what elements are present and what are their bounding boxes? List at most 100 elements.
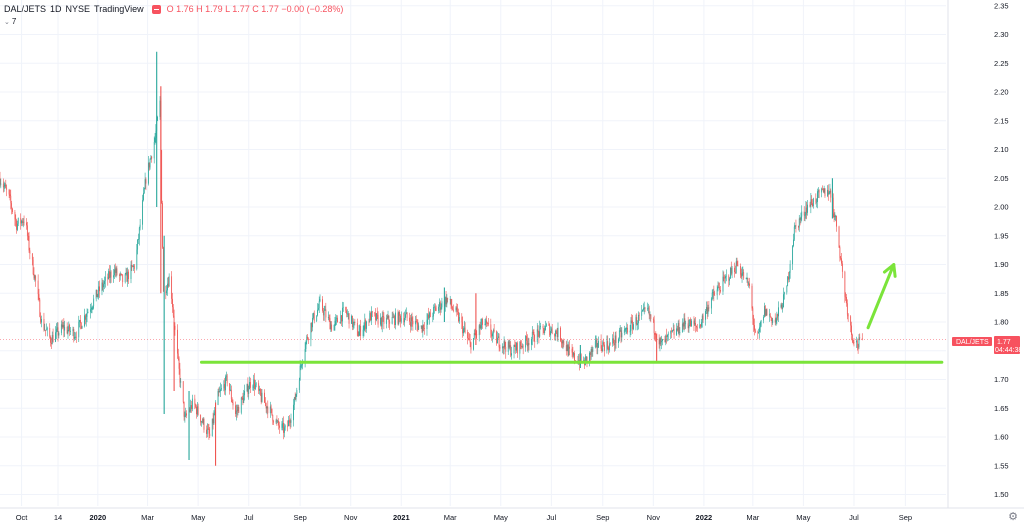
candle-body xyxy=(764,306,765,317)
candle-body xyxy=(319,301,320,308)
candle-body xyxy=(61,324,62,332)
candle-body xyxy=(853,340,854,342)
candle-body xyxy=(707,307,708,314)
candle-body xyxy=(770,314,771,317)
candle-body xyxy=(417,322,418,325)
candle-body xyxy=(203,419,204,423)
candle-body xyxy=(747,278,748,279)
time-tick-label: May xyxy=(796,513,810,522)
candle-body xyxy=(683,324,684,327)
candle-body xyxy=(724,278,725,279)
price-tick-label: 2.25 xyxy=(994,59,1009,68)
candle-body xyxy=(347,314,348,315)
candle-body xyxy=(758,332,759,333)
candle-body xyxy=(180,369,181,383)
price-axis[interactable]: 2.352.302.252.202.152.102.052.001.951.90… xyxy=(994,1,1009,499)
candle-body xyxy=(38,281,39,295)
candle-body xyxy=(737,261,738,265)
candle-body xyxy=(742,273,743,276)
candle-body xyxy=(374,313,375,314)
candle-body xyxy=(320,299,321,301)
candle-body xyxy=(401,318,402,321)
candle-body xyxy=(769,314,770,315)
candle-body xyxy=(76,337,77,338)
candle-body xyxy=(761,320,762,325)
candle-body xyxy=(369,322,370,323)
trend-arrow-shaft xyxy=(868,265,894,328)
chevron-down-icon[interactable]: ⌄ xyxy=(4,18,10,26)
candle-body xyxy=(372,311,373,312)
candle-body xyxy=(568,347,569,356)
symbol-label[interactable]: DAL/JETS xyxy=(4,4,46,14)
candle-body xyxy=(383,316,384,317)
candles-layer xyxy=(0,52,863,466)
candle-body xyxy=(497,338,498,343)
candle-body xyxy=(505,341,506,347)
candle-body xyxy=(786,286,787,292)
candle-body xyxy=(323,311,324,316)
candle-body xyxy=(534,332,535,341)
candle-body xyxy=(145,179,146,189)
candle-body xyxy=(308,339,309,340)
candle-body xyxy=(637,323,638,325)
candle-body xyxy=(283,423,284,433)
candle-body xyxy=(836,216,837,227)
candle-body xyxy=(479,325,480,335)
candle-body xyxy=(499,336,500,347)
interval-label[interactable]: 1D xyxy=(50,4,62,14)
candle-body xyxy=(572,349,573,353)
candle-body xyxy=(243,398,244,403)
candle-body xyxy=(212,419,213,436)
candle-body xyxy=(815,198,816,202)
candle-body xyxy=(258,383,259,391)
candle-body xyxy=(540,326,541,327)
candle-body xyxy=(183,381,184,402)
candle-body xyxy=(689,326,690,329)
candle-body xyxy=(760,326,761,328)
candle-body xyxy=(261,395,262,402)
last-price-countdown: 04:44:38 xyxy=(995,347,1022,354)
candle-body xyxy=(10,196,11,203)
candle-body xyxy=(568,345,569,355)
candle-body xyxy=(122,275,123,283)
candle-body xyxy=(270,406,271,413)
market-status-icon[interactable] xyxy=(152,5,161,14)
time-tick-label: Sep xyxy=(596,513,609,522)
candle-body xyxy=(514,345,515,347)
candle-body xyxy=(184,402,185,417)
candle-body xyxy=(418,326,419,330)
candle-body xyxy=(554,334,555,337)
candle-body xyxy=(335,321,336,325)
candle-body xyxy=(262,393,263,402)
candle-body xyxy=(133,266,134,267)
candle-body xyxy=(111,272,112,278)
candle-body xyxy=(34,274,35,278)
candle-body xyxy=(91,309,92,310)
candle-body xyxy=(561,341,562,342)
candle-body xyxy=(525,336,526,348)
candle-body xyxy=(458,312,459,321)
candle-body xyxy=(52,335,53,344)
candle-body xyxy=(800,218,801,219)
candle-body xyxy=(422,326,423,332)
candle-body xyxy=(459,317,460,321)
candle-body xyxy=(492,333,493,336)
candle-body xyxy=(539,332,540,337)
candle-body xyxy=(250,382,251,388)
candle-body xyxy=(288,420,289,426)
candle-body xyxy=(92,308,93,309)
candle-body xyxy=(226,376,227,377)
candle-body xyxy=(97,294,98,297)
candle-body xyxy=(387,318,388,319)
candle-body xyxy=(725,276,726,278)
indicators-toggle[interactable]: ⌄ 7 xyxy=(4,17,16,26)
time-tick-label: Oct xyxy=(16,513,29,522)
candle-body xyxy=(221,388,222,389)
candle-body xyxy=(139,227,140,239)
gear-icon[interactable]: ⚙ xyxy=(1008,510,1018,523)
candle-body xyxy=(294,397,295,405)
candle-body xyxy=(207,429,208,434)
